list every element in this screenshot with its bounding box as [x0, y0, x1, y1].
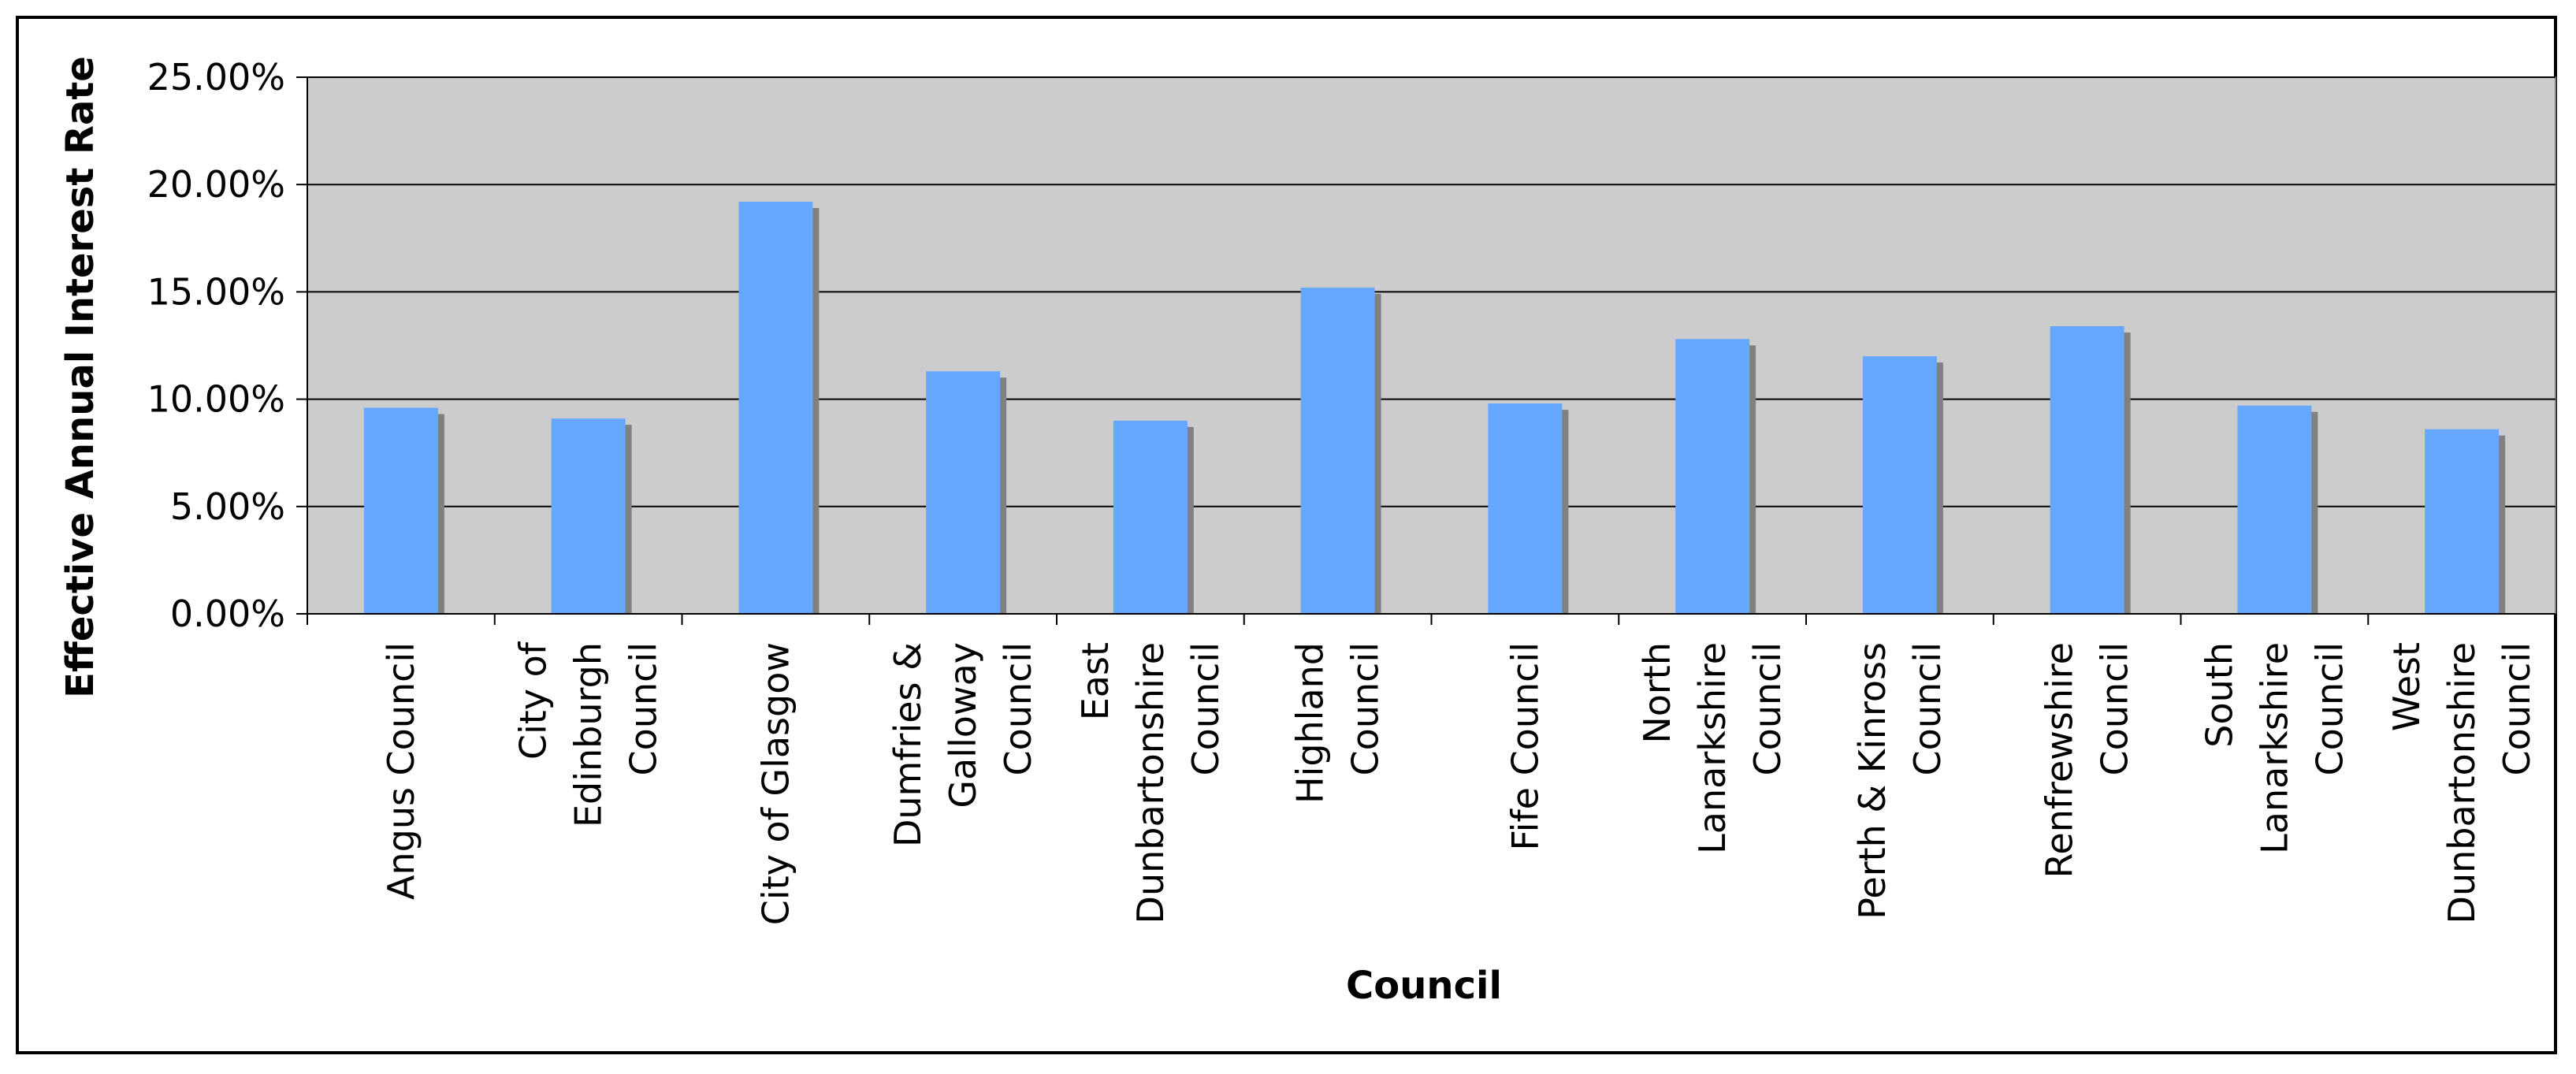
x-tick-label-line: Lanarkshire — [2253, 642, 2295, 854]
x-tick-label-line: Council — [623, 642, 665, 775]
x-tick-label: South Lanarkshire Council — [2198, 642, 2351, 854]
y-axis-label: Effective Annual Interest Rate — [58, 56, 102, 698]
x-tick-label-line: Council — [997, 642, 1039, 775]
x-tick-label-line: West — [2385, 642, 2428, 731]
x-tick-label-line: North — [1636, 642, 1678, 744]
x-tick-label-line: Council — [2496, 642, 2538, 775]
x-tick-labels: Angus Council City of Edinburgh Council City… — [380, 641, 2538, 925]
bars — [363, 201, 2506, 614]
bar — [1675, 339, 1750, 614]
bar — [1862, 356, 1937, 614]
x-tick-label-line: City of — [512, 641, 555, 760]
x-tick-label-line: Council — [2094, 642, 2136, 775]
x-tick-label: Highland Council — [1289, 642, 1387, 804]
x-tick-label: West Dunbartonshire Council — [2385, 642, 2538, 923]
y-tick-label: 10.00% — [147, 378, 285, 421]
axes — [296, 76, 2556, 625]
y-tick-label: 5.00% — [170, 485, 285, 528]
bar — [738, 201, 813, 614]
x-tick-label: North Lanarkshire Council — [1636, 642, 1789, 854]
y-tick-label: 25.00% — [147, 56, 285, 98]
x-tick-label-line: Council — [1184, 642, 1227, 775]
x-tick-label-line: Galloway — [942, 642, 984, 808]
y-tick-label: 15.00% — [147, 270, 285, 313]
bar — [2425, 429, 2500, 614]
x-tick-label-line: Highland — [1289, 642, 1332, 804]
x-tick-label-line: Council — [1906, 642, 1949, 775]
x-tick-label: Angus Council — [380, 642, 422, 900]
x-tick-label: East Dunbartonshire Council — [1074, 642, 1227, 923]
bar-chart: 0.00% 5.00% 10.00% 15.00% 20.00% 25.00% Angus… — [58, 56, 2556, 1008]
x-tick-label: Renfrewshire Council — [2039, 642, 2136, 878]
x-tick-label-line: Council — [1344, 642, 1387, 775]
x-tick-label-line: Dunbartonshire — [2440, 642, 2483, 923]
x-tick-label-line: East — [1074, 642, 1117, 720]
x-tick-label-line: Renfrewshire — [2039, 642, 2081, 878]
x-tick-label: Fife Council — [1504, 642, 1546, 850]
x-axis-label: Council — [1346, 964, 1502, 1008]
plot-area — [307, 76, 2556, 615]
x-tick-label-line: Edinburgh — [567, 642, 610, 827]
y-tick-label: 0.00% — [170, 593, 285, 635]
y-tick-label: 20.00% — [147, 163, 285, 206]
bar — [2050, 325, 2124, 614]
x-tick-label: City of Glasgow — [754, 642, 797, 925]
x-tick-label: Perth & Kinross Council — [1851, 642, 1949, 920]
x-tick-label-line: Dumfries & — [887, 642, 929, 847]
bar — [363, 407, 438, 614]
bar — [1113, 420, 1188, 614]
x-tick-label: Dumfries & Galloway Council — [887, 642, 1039, 847]
x-tick-label-line: Council — [1746, 642, 1789, 775]
bar — [551, 418, 626, 614]
x-tick-label: City of Edinburgh Council — [512, 641, 665, 827]
x-tick-label-line: South — [2198, 642, 2240, 748]
x-tick-label-line: Angus Council — [380, 642, 422, 900]
x-tick-label-line: Dunbartonshire — [1129, 642, 1172, 923]
x-tick-label-line: Council — [2308, 642, 2351, 775]
x-tick-label-line: City of Glasgow — [754, 642, 797, 925]
y-tick-labels: 0.00% 5.00% 10.00% 15.00% 20.00% 25.00% — [147, 56, 285, 635]
x-tick-label-line: Fife Council — [1504, 642, 1546, 850]
bar — [1488, 403, 1563, 614]
gridlines — [307, 76, 2556, 507]
chart-frame: 0.00% 5.00% 10.00% 15.00% 20.00% 25.00% Angus… — [16, 16, 2557, 1054]
bar — [2237, 405, 2312, 614]
x-tick-label-line: Perth & Kinross — [1851, 642, 1894, 920]
x-tick-label-line: Lanarkshire — [1691, 642, 1734, 854]
bar — [926, 371, 1001, 614]
bar — [1300, 287, 1375, 614]
